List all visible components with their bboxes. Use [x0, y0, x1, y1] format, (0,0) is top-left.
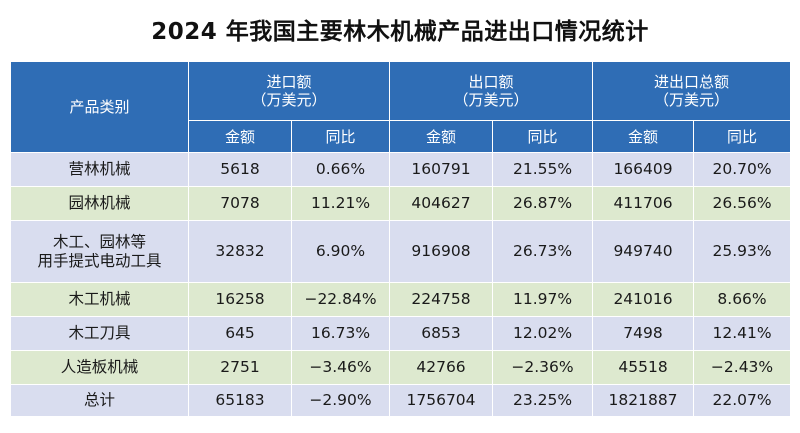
category-line: 木工刀具 [68, 324, 131, 342]
category-line: 木工机械 [68, 290, 131, 308]
header-export-amount: 金额 [389, 120, 494, 153]
table-row: 木工、园林等 用手提式电动工具 32832 6.90% 916908 26.73… [10, 220, 792, 283]
cell-category: 营林机械 [10, 152, 189, 187]
cell-total-amount: 166409 [592, 152, 695, 187]
cell-total-amount: 7498 [592, 316, 695, 351]
header-category: 产品类别 [10, 61, 189, 153]
cell-total-yoy: 26.56% [693, 186, 792, 221]
table-row: 营林机械 5618 0.66% 160791 21.55% 166409 20.… [10, 152, 792, 187]
cell-export-yoy: 12.02% [492, 316, 594, 351]
header-import-yoy: 同比 [290, 120, 391, 153]
table-row: 木工机械 16258 −22.84% 224758 11.97% 241016 … [10, 282, 792, 317]
header-row-groups: 产品类别 进口额 （万美元） 出口额 （万美元） 进出口总额 （万美元） [10, 61, 792, 153]
cell-total-yoy: 12.41% [693, 316, 792, 351]
cell-category: 园林机械 [10, 186, 189, 221]
category-line: 营林机械 [68, 160, 131, 178]
cell-export-amount: 1756704 [389, 384, 494, 417]
category-line: 木工、园林等 [52, 232, 146, 251]
cell-import-yoy: 11.21% [290, 186, 391, 221]
cell-export-amount: 404627 [389, 186, 494, 221]
table-row: 木工刀具 645 16.73% 6853 12.02% 7498 12.41% [10, 316, 792, 351]
cell-export-yoy: 26.87% [492, 186, 594, 221]
cell-import-amount: 7078 [188, 186, 292, 221]
table-body: 营林机械 5618 0.66% 160791 21.55% 166409 20.… [10, 152, 792, 417]
cell-import-yoy: 16.73% [290, 316, 391, 351]
cell-total-amount: 241016 [592, 282, 695, 317]
page-title: 2024 年我国主要林木机械产品进出口情况统计 [151, 19, 649, 45]
cell-total-amount: 411706 [592, 186, 695, 221]
cell-category: 人造板机械 [10, 350, 189, 385]
cell-import-yoy: 0.66% [290, 152, 391, 187]
category-line: 用手提式电动工具 [37, 251, 162, 270]
cell-total-amount: 45518 [592, 350, 695, 385]
cell-import-amount: 645 [188, 316, 292, 351]
cell-import-amount: 32832 [188, 220, 292, 283]
cell-total-yoy: 20.70% [693, 152, 792, 187]
cell-import-amount: 16258 [188, 282, 292, 317]
cell-total-yoy: 22.07% [693, 384, 792, 417]
header-export-title: 出口额 [468, 73, 514, 91]
table-row: 园林机械 7078 11.21% 404627 26.87% 411706 26… [10, 186, 792, 221]
cell-category: 木工机械 [10, 282, 189, 317]
cell-export-yoy: −2.36% [492, 350, 594, 385]
cell-total-amount: 949740 [592, 220, 695, 283]
cell-category: 总计 [10, 384, 189, 417]
cell-import-yoy: 6.90% [290, 220, 391, 283]
header-export-unit: （万美元） [453, 91, 529, 109]
header-row-subcolumns: 金额 同比 金额 同比 金额 同比 [11, 120, 792, 153]
header-import-title: 进口额 [266, 73, 312, 91]
header-export-yoy: 同比 [492, 120, 594, 153]
table-row-total: 总计 65183 −2.90% 1756704 23.25% 1821887 2… [10, 384, 792, 417]
cell-export-yoy: 11.97% [492, 282, 594, 317]
cell-export-yoy: 26.73% [492, 220, 594, 283]
cell-import-amount: 65183 [188, 384, 292, 417]
table-header: 产品类别 进口额 （万美元） 出口额 （万美元） 进出口总额 （万美元） 金额 … [10, 61, 792, 153]
trade-statistics-table: 产品类别 进口额 （万美元） 出口额 （万美元） 进出口总额 （万美元） 金额 … [10, 61, 792, 417]
header-total-unit: （万美元） [654, 91, 730, 109]
header-import-unit: （万美元） [251, 91, 327, 109]
header-total-amount: 金额 [592, 120, 695, 153]
header-export-group: 出口额 （万美元） [389, 61, 594, 121]
cell-import-yoy: −22.84% [290, 282, 391, 317]
header-total-title: 进出口总额 [654, 73, 730, 91]
cell-import-yoy: −3.46% [290, 350, 391, 385]
cell-category: 木工、园林等 用手提式电动工具 [10, 220, 189, 283]
cell-export-amount: 42766 [389, 350, 494, 385]
cell-export-amount: 916908 [389, 220, 494, 283]
category-line: 园林机械 [68, 194, 131, 212]
header-import-group: 进口额 （万美元） [187, 61, 391, 121]
cell-import-yoy: −2.90% [290, 384, 391, 417]
cell-total-yoy: 25.93% [693, 220, 792, 283]
category-line: 总计 [83, 391, 115, 409]
cell-total-yoy: −2.43% [693, 350, 792, 385]
cell-export-yoy: 23.25% [492, 384, 594, 417]
cell-export-amount: 6853 [389, 316, 494, 351]
cell-total-yoy: 8.66% [693, 282, 792, 317]
header-total-group: 进出口总额 （万美元） [592, 61, 792, 121]
cell-import-amount: 5618 [188, 152, 292, 187]
cell-export-amount: 160791 [389, 152, 494, 187]
header-import-amount: 金额 [188, 120, 292, 153]
header-total-yoy: 同比 [693, 120, 792, 153]
cell-total-amount: 1821887 [592, 384, 695, 417]
cell-export-amount: 224758 [389, 282, 494, 317]
cell-export-yoy: 21.55% [492, 152, 594, 187]
cell-category: 木工刀具 [10, 316, 189, 351]
category-line: 人造板机械 [60, 358, 139, 376]
cell-import-amount: 2751 [188, 350, 292, 385]
table-row: 人造板机械 2751 −3.46% 42766 −2.36% 45518 −2.… [10, 350, 792, 385]
